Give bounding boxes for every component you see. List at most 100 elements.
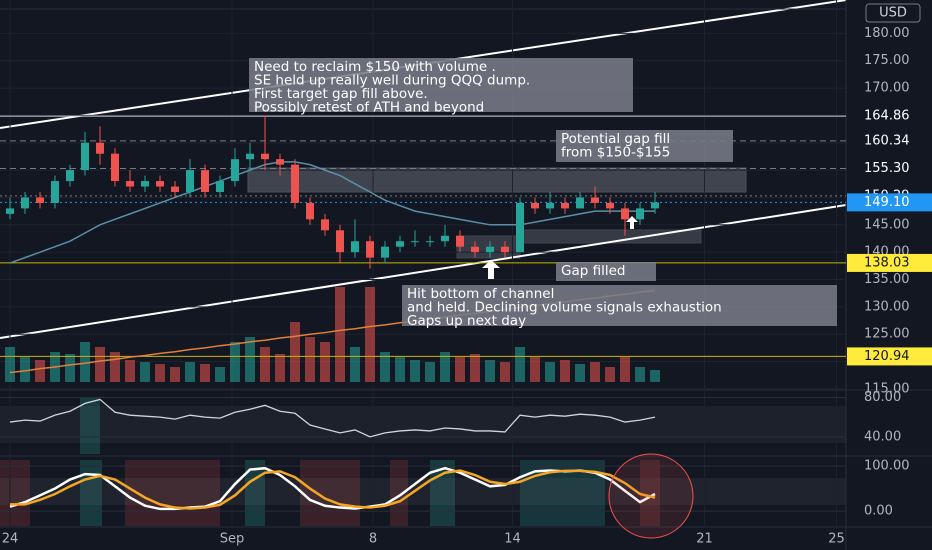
annotation: Need to reclaim $150 with volume .SE hel… [249,58,633,116]
annotation-text: Gaps up next day [407,313,526,329]
y-tick-label: 100.00 [864,458,910,473]
volume-bar [620,357,631,382]
candle-body [171,186,180,192]
candle-body [651,202,660,209]
volume-bar [590,362,601,382]
moving-average [9,161,656,264]
candle-body [531,202,540,209]
level-label: 120.94 [864,349,910,364]
y-tick-label: 125.00 [864,327,910,342]
candle-body [291,164,300,203]
candle-body [81,142,90,171]
candle-body [636,208,645,220]
candle-body [501,246,510,253]
overlay: USD [482,3,921,539]
zone [300,460,360,526]
band [0,406,846,443]
candle-body [96,142,105,154]
y-tick-label: 115.00 [864,381,910,396]
volume-bar [140,362,151,382]
candle-body [516,202,525,253]
candle-body [546,202,555,209]
volume-bar [650,370,661,382]
candle-body [126,181,135,187]
annotation-text: Gap filled [561,263,625,279]
candle-body [186,170,195,192]
volume-bar [410,360,421,382]
candle-body [396,241,405,247]
level-label: 155.30 [864,161,910,176]
volume-bar [605,367,616,382]
x-tick-label: Sep [220,532,245,547]
volume-bar [320,342,331,382]
volume-bar [95,347,106,382]
candle-body [606,202,615,209]
candle-body [201,170,210,192]
level-label: 138.03 [864,255,910,270]
annotation-box [556,130,733,162]
annotation-box [402,285,837,326]
x-tick-label: 24 [2,532,19,547]
volume-bar [35,360,46,382]
level-label: 160.34 [864,133,910,148]
rsi-line [9,398,656,438]
volume-bar [290,322,301,382]
candle-body [36,197,45,203]
volume-bar [125,360,136,382]
y-tick-label: 175.00 [864,53,910,68]
volume-bar [350,347,361,382]
candle-body [381,246,390,258]
currency: USD [879,6,907,21]
candle-body [141,181,150,187]
volume-bar [80,342,91,382]
zone [640,460,660,526]
annotation: Gap filled [556,262,656,281]
candle-body [471,246,480,253]
annotation-text: Hit bottom of channel [407,286,554,302]
candle-body [261,153,270,160]
candle-body [351,241,360,253]
volume-bar [260,347,271,382]
volume-bar [575,364,586,382]
y-tick-label: 130.00 [864,299,910,314]
volume-bar [560,360,571,382]
annotation-text: Potential gap fill [561,131,670,147]
volume-bar [170,367,181,382]
volume-bar [5,347,16,382]
band [0,478,846,505]
annotation-text: Possibly retest of ATH and beyond [254,100,484,116]
candle-body [111,153,120,182]
candle-body [441,235,450,242]
y-tick-label: 180.00 [864,26,910,41]
volume-bar [455,357,466,382]
annotation-text: and held. Declining volume signals exhau… [407,300,722,316]
candle-body [156,181,165,187]
zone [0,460,30,526]
volume-bar [20,357,31,382]
zone [125,460,220,526]
candle-body [561,202,570,209]
level-label: 164.86 [864,109,910,124]
volume-bar [335,287,346,382]
annotation-text: Need to reclaim $150 with volume . [254,59,496,75]
x-tick-label: 25 [828,532,845,547]
volume-bar [365,287,376,382]
candle-body [456,235,465,247]
x-tick-label: 8 [369,532,377,547]
gap-box [247,167,747,193]
annotation-box [249,58,633,112]
level-badge [847,193,932,212]
level-badge [847,347,932,366]
volume-bar [545,362,556,382]
volume-bar [110,352,121,382]
candle-body [336,230,345,253]
volume-bar [515,347,526,382]
currency-badge[interactable] [865,3,921,23]
volume-bar [425,362,436,382]
volume-bar [185,362,196,382]
volume-bar [530,357,541,382]
candle-body [21,197,30,209]
volume-bar [380,352,391,382]
volume-bar [635,367,646,382]
